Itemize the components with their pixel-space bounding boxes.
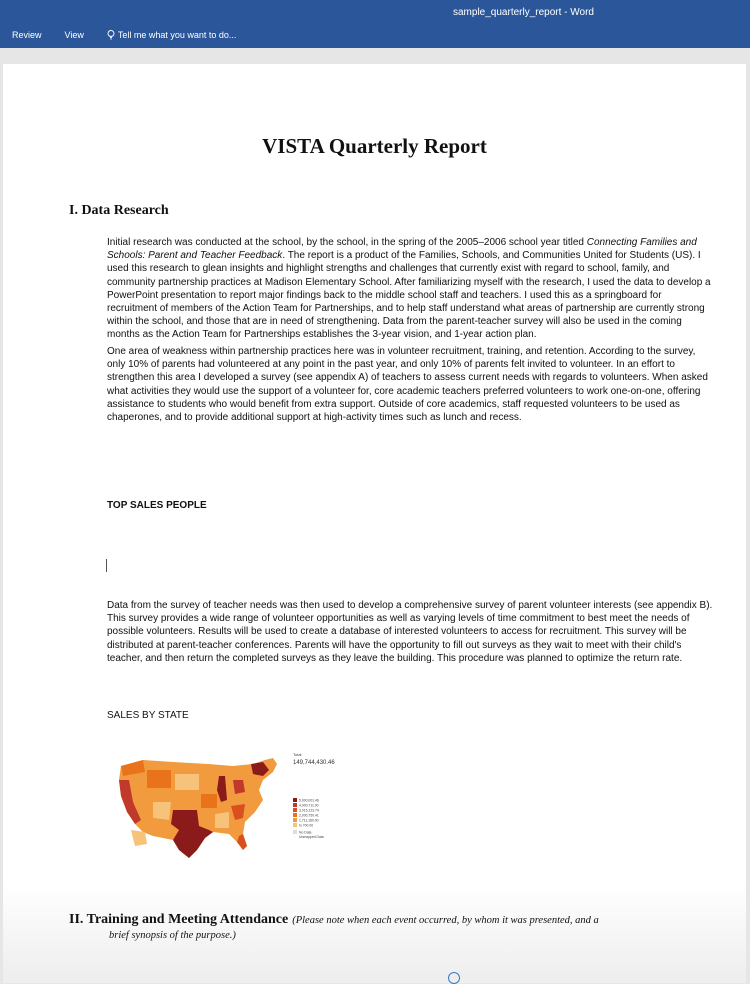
tell-me-box[interactable]: Tell me what you want to do...	[107, 30, 237, 40]
section2-note-b: brief synopsis of the purpose.)	[109, 930, 236, 941]
paragraph-2: One area of weakness within partnership …	[107, 346, 708, 424]
document-page[interactable]: VISTA Quarterly Report I. Data Research …	[3, 64, 746, 983]
text-cursor	[106, 559, 107, 572]
legend-swatch	[293, 813, 297, 817]
p1-text-a: Initial research was conducted at the sc…	[107, 237, 584, 248]
legend-no-data: No Data	[299, 831, 312, 835]
scroll-position-indicator[interactable]	[448, 972, 460, 984]
sales-by-state-map: Total 149,744,430.46 5,000,001.46 4,000,…	[119, 752, 335, 858]
sales-by-state-heading: SALES BY STATE	[107, 710, 189, 721]
window-title: sample_quarterly_report - Word	[453, 7, 594, 18]
ribbon-menu: Review View Tell me what you want to do.…	[12, 30, 236, 40]
legend-label: to 700.00	[299, 824, 313, 828]
section2-heading-block: II. Training and Meeting Attendance (Ple…	[69, 910, 689, 941]
legend-swatch	[293, 830, 297, 834]
legend-swatch	[293, 808, 297, 812]
legend-label: 2,000,750.41	[299, 814, 319, 818]
tab-review[interactable]: Review	[12, 30, 42, 40]
legend-label: 5,000,001.46	[299, 799, 319, 803]
us-map-shape	[119, 758, 277, 858]
document-title: VISTA Quarterly Report	[262, 134, 487, 158]
legend-swatch	[293, 818, 297, 822]
legend-swatch	[293, 803, 297, 807]
map-legend: 5,000,001.46 4,000,711.00 3,015,123.74 2…	[293, 798, 324, 839]
paragraph-3: Data from the survey of teacher needs wa…	[107, 600, 713, 664]
legend-swatch	[293, 798, 297, 802]
tell-me-text: Tell me what you want to do...	[117, 30, 237, 40]
top-sales-heading: TOP SALES PEOPLE	[107, 500, 207, 511]
legend-swatch	[293, 823, 297, 827]
lightbulb-icon	[107, 30, 115, 40]
section2-heading: II. Training and Meeting Attendance	[69, 912, 289, 927]
paragraph-1: Initial research was conducted at the sc…	[107, 236, 713, 342]
map-total-value: 149,744,430.46	[293, 760, 335, 766]
tab-view[interactable]: View	[64, 30, 84, 40]
map-total-label: Total	[293, 752, 302, 757]
p1-italic-title: Connecting Families and Schools: Parent …	[107, 237, 697, 262]
section1-heading: I. Data Research	[69, 203, 169, 218]
legend-label: 3,015,123.74	[299, 809, 319, 813]
p1-text-b: . The report is a product of the Familie…	[107, 250, 711, 341]
legend-label: 1,711,180.00	[299, 819, 319, 823]
legend-label: 4,000,711.00	[299, 804, 319, 808]
legend-unmapped: Unmapped Data	[299, 835, 324, 839]
section2-note-a: (Please note when each event occurred, b…	[292, 915, 599, 926]
ribbon: sample_quarterly_report - Word Review Vi…	[0, 0, 750, 48]
